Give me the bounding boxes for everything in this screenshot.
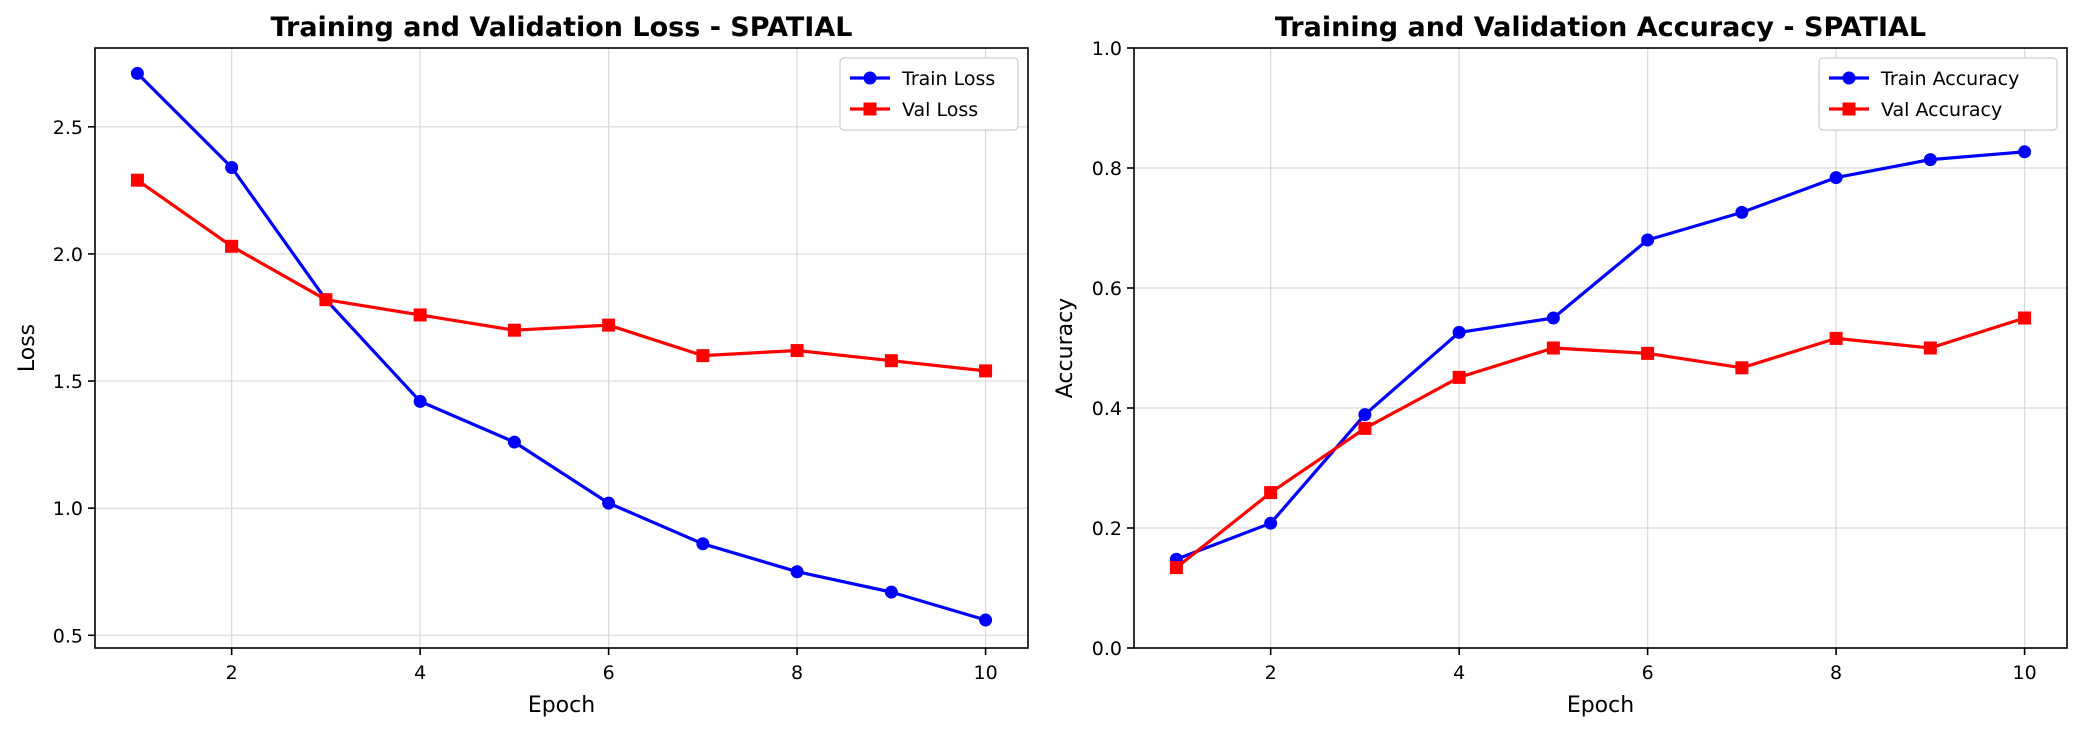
loss-val-loss-point bbox=[507, 323, 521, 337]
accuracy-train-accuracy-point bbox=[2018, 145, 2032, 159]
loss-val-loss-legend-label: Val Loss bbox=[902, 99, 978, 121]
accuracy-val-accuracy-point bbox=[1358, 421, 1372, 435]
loss-train-loss-point bbox=[225, 160, 239, 174]
loss-train-loss-point bbox=[602, 496, 616, 510]
loss-val-loss-point bbox=[413, 308, 427, 322]
loss-x-tick-label: 6 bbox=[603, 662, 615, 684]
loss-x-tick-label: 4 bbox=[414, 662, 426, 684]
loss-y-tick-label: 2.0 bbox=[53, 244, 83, 266]
loss-axes-frame bbox=[94, 47, 1029, 649]
loss-val-loss-point bbox=[979, 364, 993, 378]
accuracy-y-tick-label: 1.0 bbox=[1092, 38, 1122, 60]
loss-train-loss-point bbox=[130, 66, 144, 80]
accuracy-train-accuracy-point bbox=[1641, 233, 1655, 247]
loss-val-loss-point bbox=[319, 293, 333, 307]
accuracy-y-tick-label: 0.8 bbox=[1092, 158, 1122, 180]
accuracy-train-accuracy-point bbox=[1358, 408, 1372, 422]
accuracy-train-accuracy-point bbox=[1452, 325, 1466, 339]
accuracy-val-accuracy-point bbox=[1452, 370, 1466, 384]
loss-chart-title: Training and Validation Loss - SPATIAL bbox=[271, 12, 853, 43]
accuracy-x-tick-label: 4 bbox=[1453, 662, 1465, 684]
accuracy-val-accuracy-legend-label: Val Accuracy bbox=[1881, 99, 2002, 121]
accuracy-x-tick-label: 8 bbox=[1830, 662, 1842, 684]
loss-train-loss-legend-marker bbox=[863, 71, 877, 85]
accuracy-train-accuracy-legend-label: Train Accuracy bbox=[1880, 68, 2019, 90]
loss-train-loss-line bbox=[136, 72, 987, 622]
accuracy-val-accuracy-point bbox=[1735, 361, 1749, 375]
loss-val-loss-point bbox=[696, 349, 710, 363]
accuracy-val-accuracy-point bbox=[1641, 346, 1655, 360]
accuracy-y-tick-label: 0.4 bbox=[1092, 398, 1122, 420]
accuracy-x-tick-label: 2 bbox=[1265, 662, 1277, 684]
accuracy-y-axis-label: Accuracy bbox=[1053, 298, 1078, 398]
accuracy-legend-box bbox=[1818, 57, 2058, 131]
accuracy-y-tick-label: 0.2 bbox=[1092, 518, 1122, 540]
loss-train-loss-point bbox=[790, 565, 804, 579]
accuracy-val-accuracy-line bbox=[1175, 316, 2026, 569]
accuracy-x-tick-label: 10 bbox=[2012, 662, 2036, 684]
accuracy-val-accuracy-point bbox=[2018, 311, 2032, 325]
loss-x-tick-label: 10 bbox=[973, 662, 997, 684]
loss-val-loss-point bbox=[884, 354, 898, 368]
accuracy-train-accuracy-point bbox=[1923, 153, 1937, 167]
loss-val-loss-line bbox=[136, 178, 986, 373]
accuracy-x-axis-label: Epoch bbox=[1567, 693, 1634, 718]
loss-train-loss-point bbox=[507, 435, 521, 449]
accuracy-val-accuracy-point bbox=[1546, 341, 1560, 355]
loss-train-loss-point bbox=[413, 394, 427, 408]
loss-panel: 2 4 6 8 10 0.5 1.0 1.5 2.0 2.5 Training and Valida… bbox=[15, 12, 1029, 718]
loss-val-loss-point bbox=[602, 318, 616, 332]
accuracy-x-tick-label: 6 bbox=[1642, 662, 1654, 684]
accuracy-train-accuracy-point bbox=[1264, 516, 1278, 530]
loss-val-loss-point bbox=[790, 344, 804, 358]
loss-val-loss-point bbox=[225, 239, 239, 253]
accuracy-val-accuracy-point bbox=[1829, 331, 1843, 345]
accuracy-axes-frame bbox=[1133, 47, 2068, 649]
loss-train-loss-legend-label: Train Loss bbox=[901, 68, 995, 90]
accuracy-chart-title: Training and Validation Accuracy - SPATI… bbox=[1275, 12, 1926, 43]
loss-y-tick-label: 2.5 bbox=[53, 117, 83, 139]
accuracy-val-accuracy-legend-marker bbox=[1842, 102, 1856, 116]
accuracy-panel: 2 4 6 8 10 0.0 0.2 0.4 0.6 0.8 1.0 Training and Val… bbox=[1053, 12, 2068, 718]
loss-y-tick-label: 0.5 bbox=[53, 625, 83, 647]
loss-legend-box bbox=[839, 57, 1019, 131]
accuracy-y-tick-label: 0.0 bbox=[1092, 638, 1122, 660]
loss-x-tick-label: 8 bbox=[791, 662, 803, 684]
accuracy-val-accuracy-point bbox=[1923, 341, 1937, 355]
loss-y-tick-label: 1.0 bbox=[53, 498, 83, 520]
accuracy-train-accuracy-point bbox=[1735, 205, 1749, 219]
loss-train-loss-point bbox=[979, 613, 993, 627]
accuracy-val-accuracy-point bbox=[1264, 486, 1278, 500]
accuracy-val-accuracy-point bbox=[1169, 561, 1183, 575]
accuracy-train-accuracy-point bbox=[1829, 171, 1843, 185]
loss-y-tick-label: 1.5 bbox=[53, 371, 83, 393]
loss-x-tick-label: 2 bbox=[226, 662, 238, 684]
accuracy-train-accuracy-line bbox=[1175, 150, 2025, 561]
accuracy-train-accuracy-legend-marker bbox=[1842, 71, 1856, 85]
loss-val-loss-legend-marker bbox=[863, 102, 877, 116]
loss-train-loss-point bbox=[884, 585, 898, 599]
loss-x-axis-label: Epoch bbox=[528, 693, 595, 718]
accuracy-y-tick-label: 0.6 bbox=[1092, 278, 1122, 300]
accuracy-train-accuracy-point bbox=[1546, 311, 1560, 325]
loss-train-loss-point bbox=[696, 537, 710, 551]
loss-val-loss-point bbox=[130, 173, 144, 187]
loss-y-axis-label: Loss bbox=[15, 324, 40, 372]
